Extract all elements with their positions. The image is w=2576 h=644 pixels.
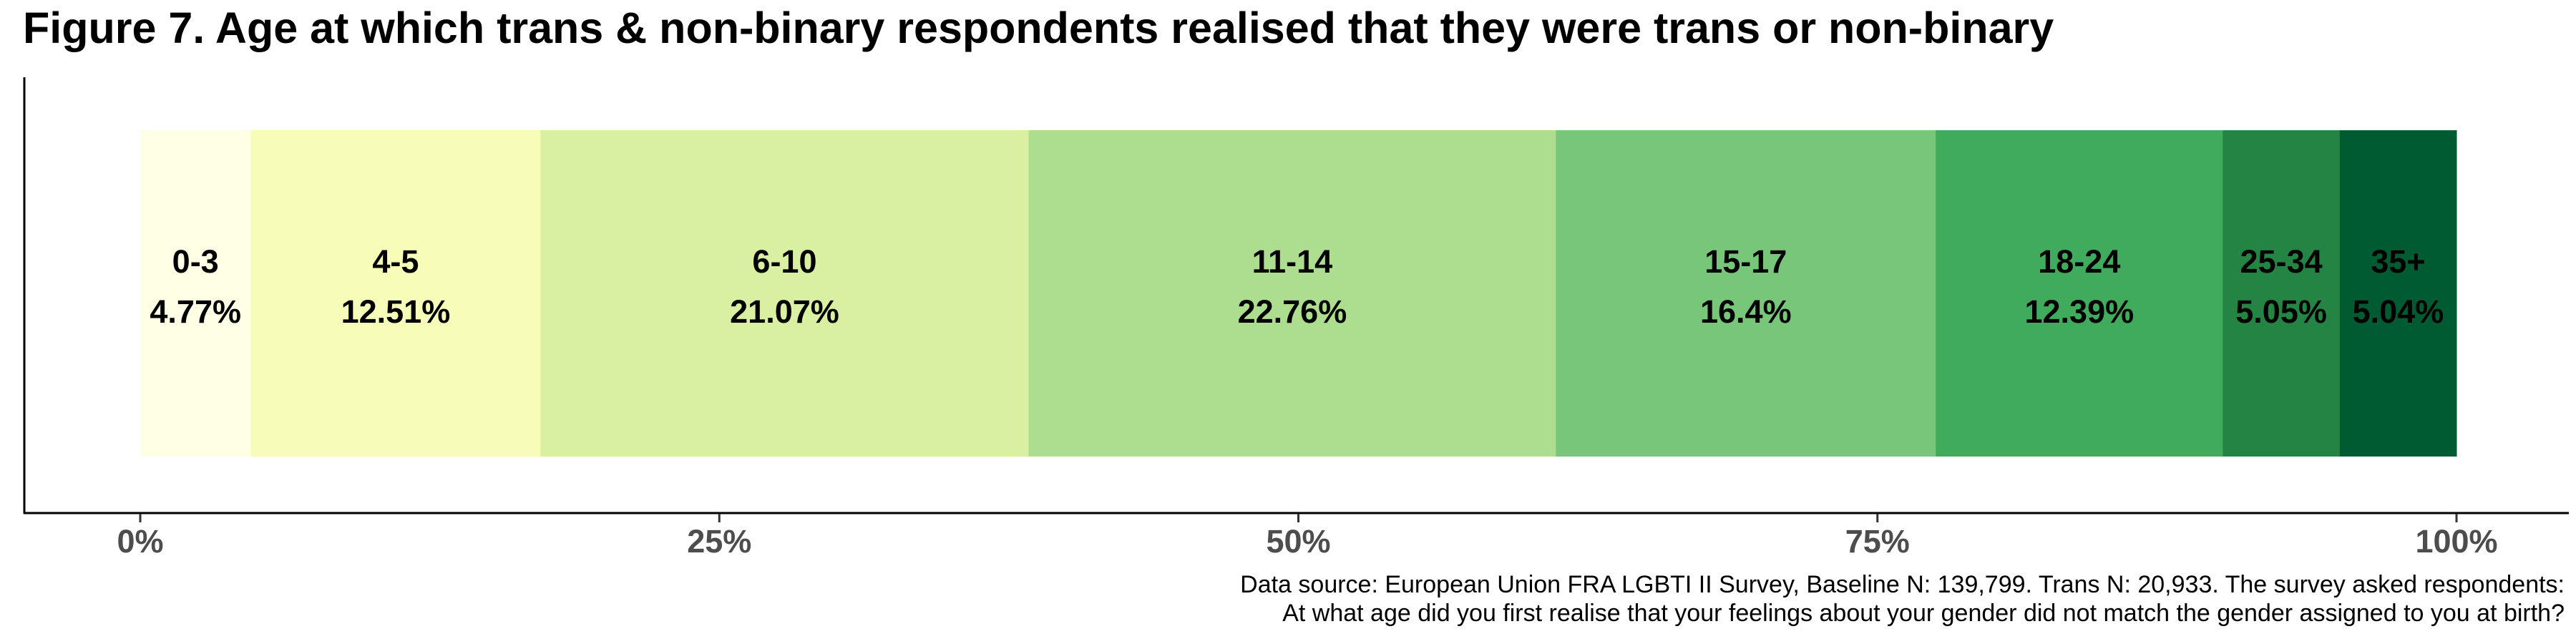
x-tick-label-25: 25% xyxy=(687,523,751,560)
segment-category-label-15-17: 15-17 xyxy=(1704,243,1787,280)
bar-segment-15-17 xyxy=(1556,130,1936,457)
caption-line-1: Data source: European Union FRA LGBTI II… xyxy=(1240,571,2565,598)
segment-value-label-35: 5.04% xyxy=(2353,293,2444,330)
segment-category-label-35: 35+ xyxy=(2371,243,2425,280)
x-axis-tick-labels: 0% 25% 50% 75% 100% xyxy=(117,523,2497,560)
segment-labels: 0-3 4.77% 4-5 12.51% 6-10 21.07% 11-14 22.76% 15… xyxy=(150,243,2444,330)
x-tick-label-50: 50% xyxy=(1266,523,1330,560)
x-tick-label-0: 0% xyxy=(117,523,163,560)
x-tick-label-100: 100% xyxy=(2415,523,2497,560)
bar-segment-6-10 xyxy=(540,130,1030,457)
segment-category-label-4-5: 4-5 xyxy=(372,243,419,280)
segment-category-label-11-14: 11-14 xyxy=(1252,243,1333,280)
segment-category-label-18-24: 18-24 xyxy=(2038,243,2120,280)
segment-value-label-6-10: 21.07% xyxy=(730,293,839,330)
segment-value-label-11-14: 22.76% xyxy=(1238,293,1347,330)
bar-segment-18-24 xyxy=(1936,130,2223,457)
chart-title: Figure 7. Age at which trans & non-binar… xyxy=(23,4,2054,52)
bar-segment-11-14 xyxy=(1028,130,1556,457)
segment-value-label-0-3: 4.77% xyxy=(150,293,241,330)
segment-value-label-18-24: 12.39% xyxy=(2024,293,2134,330)
segment-value-label-4-5: 12.51% xyxy=(341,293,451,330)
segment-category-label-6-10: 6-10 xyxy=(752,243,816,280)
bar-segment-35 xyxy=(2339,130,2457,457)
bar-segment-4-5 xyxy=(250,130,541,457)
bar-segments xyxy=(140,130,2457,457)
bar-segment-0-3 xyxy=(140,130,251,457)
segment-category-label-25-34: 25-34 xyxy=(2240,243,2323,280)
segment-value-label-15-17: 16.4% xyxy=(1700,293,1792,330)
segment-value-label-25-34: 5.05% xyxy=(2235,293,2327,330)
x-tick-label-75: 75% xyxy=(1845,523,1910,560)
caption-line-2: At what age did you first realise that y… xyxy=(1282,600,2565,627)
bar-segment-25-34 xyxy=(2223,130,2341,457)
x-axis-ticks xyxy=(139,514,2458,522)
segment-category-label-0-3: 0-3 xyxy=(172,243,219,280)
